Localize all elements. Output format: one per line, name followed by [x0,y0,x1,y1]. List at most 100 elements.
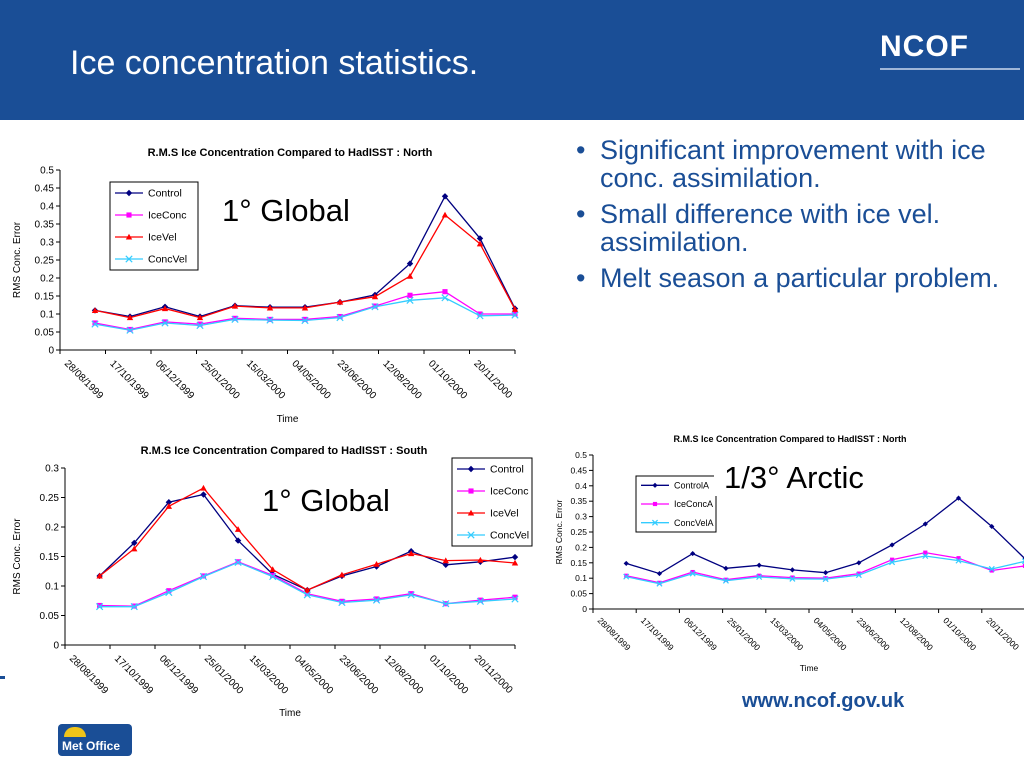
label-north-global: 1° Global [212,193,360,229]
y-tick-label: 0.2 [575,542,587,552]
data-point-diamond [789,567,795,573]
data-point-square [373,596,380,602]
slide-edge-mark [0,676,5,679]
data-point-triangle [406,273,414,279]
data-point-x [955,557,962,564]
y-tick-label: 0.15 [35,292,55,303]
data-point-x [988,565,995,572]
x-tick-label: 15/03/2000 [768,615,805,652]
series-concvel [91,294,519,334]
data-point-diamond [823,570,829,576]
data-point-x-stroke [1021,561,1024,565]
data-point-square [652,501,658,507]
x-tick-label: 17/10/1999 [112,653,155,696]
data-point-triangle [442,557,449,564]
x-tick-label: 23/06/2000 [335,358,378,401]
data-point-square [956,556,961,561]
data-point-x-stroke [722,577,729,584]
bullet-item: • Significant improvement with ice conc. … [576,136,1016,192]
legend-label: Control [490,464,524,476]
x-tick-label: 12/08/2000 [898,615,935,652]
data-point-x [196,321,204,330]
data-point-square [512,311,518,317]
x-tick-label: 17/10/1999 [639,615,676,652]
data-point-x [656,580,663,587]
data-point-diamond [656,570,663,577]
data-point-x-stroke [95,603,104,611]
data-point-square [232,315,238,321]
data-point-square [337,313,343,320]
series-line [99,561,516,608]
legend-label: ConcVel [490,530,529,542]
data-point-triangle [477,556,484,563]
data-point-square [512,594,518,600]
bullet-dot-icon: • [576,199,586,229]
data-point-x [623,573,630,580]
data-point-square [823,576,828,581]
page-title: Ice concentration statistics. [70,44,479,82]
legend-label: ControlA [674,480,709,490]
data-point-diamond [955,495,962,501]
data-point-square [468,488,474,494]
data-point-diamond [467,465,475,473]
legend-box [451,457,533,547]
x-tick-label: 06/12/1999 [682,615,719,652]
data-point-x-stroke [511,311,519,319]
data-point-x-stroke [338,598,346,607]
x-tick-label: 12/08/2000 [380,358,423,401]
data-point-x [126,326,134,334]
data-point-square [302,316,308,322]
data-point-diamond [623,560,629,567]
data-point-square [97,602,103,609]
data-point-x-stroke [855,572,862,579]
data-point-diamond [756,562,762,568]
data-point-x-stroke [442,600,450,608]
data-point-x-stroke [656,580,663,587]
y-tick-label: 0.15 [40,552,60,563]
data-point-x-stroke [234,558,242,567]
x-tick-label: 15/03/2000 [244,358,287,401]
data-point-x-stroke [303,591,311,599]
data-point-square [197,321,203,327]
series-concvela [623,552,1024,587]
data-point-triangle [125,233,133,240]
data-point-x [467,531,475,539]
data-point-diamond [165,499,173,506]
data-point-triangle [165,503,173,509]
data-point-square [989,568,994,573]
y-tick-label: 0.05 [570,589,587,599]
data-point-diamond [989,523,995,530]
data-point-diamond [200,491,207,498]
y-tick-label: 0.15 [570,558,587,568]
data-point-x-stroke [407,591,415,599]
data-point-square [790,575,795,580]
chart-legend: Control IceConc IceVel ConcVel [109,181,199,271]
y-tick-label: 0.25 [570,527,587,537]
data-point-triangle [231,302,239,309]
series-line [94,297,516,331]
data-point-x-stroke [988,565,995,572]
data-point-x [511,595,519,603]
data-point-triangle [161,305,169,312]
y-tick-label: 0.35 [570,496,587,506]
data-point-square [92,320,98,326]
data-point-triangle [304,586,311,593]
x-tick-label: 28/08/1999 [596,615,633,652]
bullet-item: • Melt season a particular problem. [576,264,1016,292]
x-tick-label: 23/06/2000 [855,615,892,652]
website-url[interactable]: www.ncof.gov.uk [742,690,905,712]
data-point-diamond [856,560,862,566]
x-tick-label: 28/08/1999 [67,653,110,696]
data-point-triangle [96,572,103,579]
data-point-x-stroke [406,296,414,304]
data-point-x-stroke [199,572,208,581]
data-point-triangle [467,509,475,516]
data-point-square [657,580,662,585]
data-point-x [651,519,659,526]
data-point-square [477,311,483,317]
data-point-diamond [922,521,928,527]
x-axis-label: Time [800,663,819,673]
data-point-x-stroke [922,552,929,560]
y-tick-label: 0.3 [575,512,587,522]
data-point-triangle [200,484,207,491]
